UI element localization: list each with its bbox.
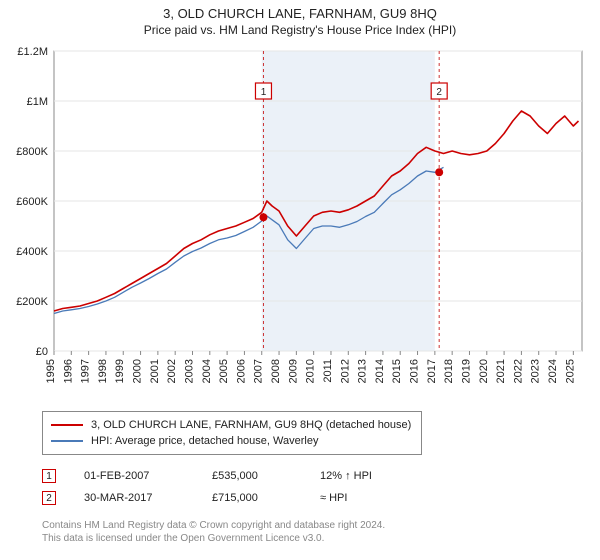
legend-label: HPI: Average price, detached house, Wave… (91, 433, 318, 449)
svg-text:£1M: £1M (27, 96, 48, 108)
legend-swatch (51, 440, 83, 442)
legend-label: 3, OLD CHURCH LANE, FARNHAM, GU9 8HQ (de… (91, 417, 411, 433)
sale-date: 30-MAR-2017 (84, 492, 184, 504)
svg-text:2025: 2025 (564, 359, 576, 383)
svg-text:1997: 1997 (80, 359, 92, 383)
svg-text:2012: 2012 (339, 359, 351, 383)
chart-area: £0 £200K £400K £600K £800K £1M £1.2M 1995 1996 19… (10, 43, 590, 403)
svg-text:2020: 2020 (478, 359, 490, 383)
svg-text:1999: 1999 (114, 359, 126, 383)
sale-hpi: ≈ HPI (320, 492, 410, 504)
svg-text:2021: 2021 (495, 359, 507, 383)
sale-date: 01-FEB-2007 (84, 470, 184, 482)
sale-badge: 1 (42, 469, 56, 483)
svg-text:1996: 1996 (62, 359, 74, 383)
svg-text:2017: 2017 (426, 359, 438, 383)
svg-text:2005: 2005 (218, 359, 230, 383)
sale-price: £715,000 (212, 492, 292, 504)
legend-row: 3, OLD CHURCH LANE, FARNHAM, GU9 8HQ (de… (51, 417, 413, 433)
svg-text:2018: 2018 (443, 359, 455, 383)
footer-line-2: This data is licensed under the Open Gov… (42, 532, 600, 545)
svg-text:2008: 2008 (270, 359, 282, 383)
svg-text:1995: 1995 (45, 359, 57, 383)
sale-row: 1 01-FEB-2007 £535,000 12% ↑ HPI (42, 465, 600, 487)
svg-text:2010: 2010 (305, 359, 317, 383)
sale-badge: 2 (42, 491, 56, 505)
svg-text:2024: 2024 (547, 359, 559, 383)
footer-line-1: Contains HM Land Registry data © Crown c… (42, 519, 600, 532)
chart-container: 3, OLD CHURCH LANE, FARNHAM, GU9 8HQ Pri… (0, 0, 600, 560)
sale-events-table: 1 01-FEB-2007 £535,000 12% ↑ HPI 2 30-MAR-201… (42, 465, 600, 509)
svg-text:2022: 2022 (512, 359, 524, 383)
line-chart: £0 £200K £400K £600K £800K £1M £1.2M 1995 1996 19… (10, 43, 590, 403)
legend: 3, OLD CHURCH LANE, FARNHAM, GU9 8HQ (de… (42, 411, 422, 455)
svg-text:£400K: £400K (16, 246, 48, 258)
svg-text:2: 2 (436, 87, 442, 98)
svg-text:2001: 2001 (149, 359, 161, 383)
sale-hpi: 12% ↑ HPI (320, 470, 410, 482)
svg-text:£600K: £600K (16, 196, 48, 208)
page-title: 3, OLD CHURCH LANE, FARNHAM, GU9 8HQ (0, 0, 600, 21)
legend-row: HPI: Average price, detached house, Wave… (51, 433, 413, 449)
svg-text:2003: 2003 (183, 359, 195, 383)
svg-text:2002: 2002 (166, 359, 178, 383)
sale-row: 2 30-MAR-2017 £715,000 ≈ HPI (42, 487, 600, 509)
svg-text:1: 1 (261, 87, 267, 98)
svg-text:£1.2M: £1.2M (17, 46, 48, 58)
sale-price: £535,000 (212, 470, 292, 482)
svg-text:2019: 2019 (460, 359, 472, 383)
chart-subtitle: Price paid vs. HM Land Registry's House … (0, 21, 600, 43)
svg-text:1998: 1998 (97, 359, 109, 383)
svg-text:2013: 2013 (357, 359, 369, 383)
svg-text:£0: £0 (36, 346, 48, 358)
footer-attribution: Contains HM Land Registry data © Crown c… (42, 519, 600, 545)
svg-text:2006: 2006 (235, 359, 247, 383)
svg-text:2016: 2016 (409, 359, 421, 383)
legend-swatch (51, 424, 83, 426)
svg-text:2014: 2014 (374, 359, 386, 383)
svg-text:2023: 2023 (530, 359, 542, 383)
svg-text:£800K: £800K (16, 146, 48, 158)
svg-text:2015: 2015 (391, 359, 403, 383)
svg-text:2007: 2007 (253, 359, 265, 383)
svg-text:2009: 2009 (287, 359, 299, 383)
svg-text:2000: 2000 (132, 359, 144, 383)
svg-text:2004: 2004 (201, 359, 213, 383)
svg-text:£200K: £200K (16, 296, 48, 308)
svg-text:2011: 2011 (322, 359, 334, 383)
